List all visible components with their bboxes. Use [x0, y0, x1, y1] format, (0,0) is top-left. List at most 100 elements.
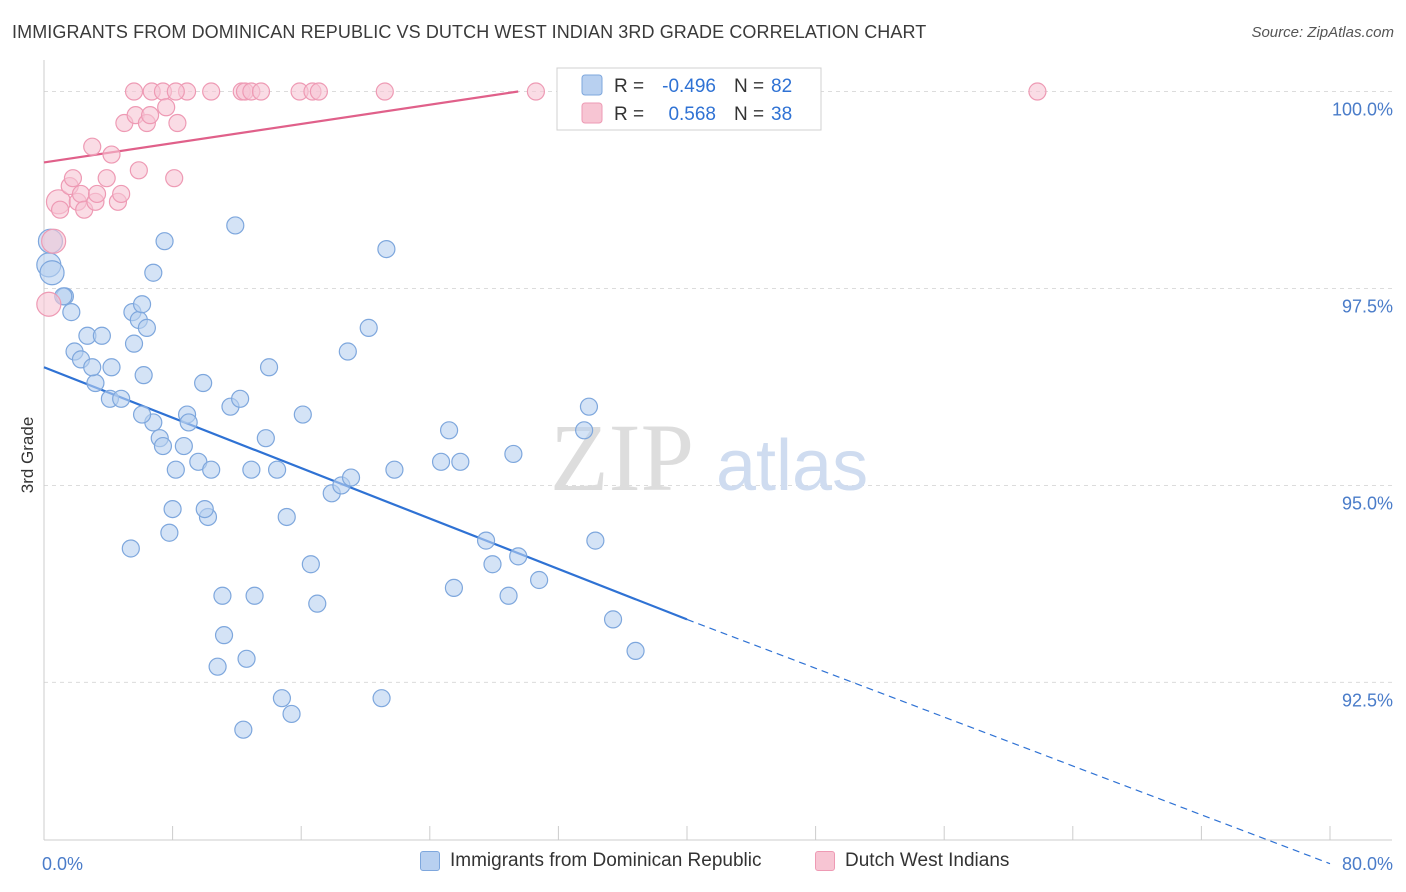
- series-swatch-pink: [815, 851, 835, 871]
- watermark-zip: ZIP: [550, 404, 694, 511]
- point-pink-37: [375, 82, 394, 101]
- point-pink-12: [97, 169, 116, 188]
- point-blue-50: [267, 460, 287, 479]
- point-blue-65: [385, 460, 404, 479]
- point-pink-18: [129, 161, 148, 180]
- trend-line-dashed-0: [686, 618, 1331, 865]
- point-blue-72: [504, 444, 523, 464]
- point-blue-21: [144, 263, 163, 282]
- point-blue-70: [476, 531, 496, 550]
- point-pink-29: [202, 82, 221, 101]
- source-label: Source: ZipAtlas.com: [1251, 24, 1394, 41]
- series-legend: Immigrants from Dominican Republic Dutch…: [0, 850, 1406, 880]
- point-blue-39: [213, 586, 232, 605]
- point-blue-49: [259, 358, 279, 377]
- point-blue-32: [194, 373, 213, 393]
- point-blue-53: [282, 704, 301, 724]
- point-blue-47: [245, 586, 264, 605]
- series-legend-label-pink: Dutch West Indians: [845, 850, 1010, 871]
- point-blue-46: [242, 460, 261, 479]
- point-pink-24: [157, 98, 176, 117]
- legend-r-value-2: 0.568: [668, 104, 716, 125]
- point-blue-51: [272, 689, 292, 708]
- point-blue-1: [39, 260, 65, 286]
- point-blue-48: [256, 429, 275, 448]
- point-blue-24: [132, 405, 152, 424]
- trend-line-0: [43, 366, 688, 621]
- point-blue-43: [231, 389, 250, 408]
- point-blue-76: [575, 421, 594, 440]
- watermark-atlas: atlas: [716, 426, 868, 506]
- point-pink-13: [102, 145, 121, 164]
- point-blue-56: [301, 555, 320, 574]
- point-blue-30: [179, 413, 198, 432]
- point-blue-63: [372, 689, 391, 708]
- point-blue-38: [121, 539, 140, 558]
- point-pink-28: [166, 82, 185, 101]
- x-tick-label-0: 0.0%: [42, 854, 83, 874]
- point-blue-20: [134, 366, 153, 385]
- point-pink-39: [1028, 82, 1047, 101]
- x-tick-label-1: 80.0%: [1342, 854, 1393, 874]
- point-blue-75: [530, 570, 549, 590]
- legend-r-value-1: -0.496: [662, 76, 716, 97]
- point-pink-38: [526, 82, 545, 101]
- point-blue-55: [293, 405, 312, 424]
- trend-layer: [43, 90, 1331, 865]
- points-layer: [36, 82, 1047, 739]
- legend-n-label-2: N =: [734, 104, 764, 125]
- point-blue-35: [160, 523, 179, 542]
- point-pink-21: [124, 82, 144, 101]
- legend-n-value-2: 38: [771, 104, 792, 125]
- point-blue-14: [112, 389, 131, 408]
- series-legend-item-pink: Dutch West Indians: [815, 850, 1009, 872]
- point-blue-45: [237, 649, 256, 668]
- point-blue-79: [603, 610, 623, 629]
- point-blue-41: [208, 657, 227, 676]
- point-blue-62: [359, 318, 378, 337]
- point-blue-19: [137, 318, 156, 337]
- series-legend-label-blue: Immigrants from Dominican Republic: [450, 850, 762, 871]
- point-blue-44: [226, 216, 245, 235]
- point-pink-36: [309, 82, 328, 101]
- point-blue-60: [338, 342, 357, 361]
- point-blue-37: [195, 499, 214, 519]
- legend-box: R = -0.496 N = 82 R = 0.568 N = 38: [556, 67, 822, 131]
- point-blue-78: [586, 531, 605, 550]
- point-blue-33: [202, 460, 221, 479]
- point-blue-54: [234, 720, 253, 739]
- legend-swatch-blue: [581, 74, 603, 96]
- point-pink-5: [63, 169, 83, 188]
- legend-r-label-1: R =: [614, 76, 644, 97]
- point-blue-74: [499, 586, 518, 605]
- point-blue-22: [155, 232, 174, 251]
- point-blue-67: [439, 421, 459, 440]
- trend-line-1: [43, 90, 519, 164]
- point-blue-12: [102, 358, 121, 377]
- point-pink-3: [50, 200, 70, 219]
- series-swatch-blue: [420, 851, 440, 871]
- point-blue-73: [509, 547, 528, 566]
- y-axis-title: 3rd Grade: [18, 417, 37, 494]
- y-tick-label-0: 100.0%: [1332, 100, 1393, 120]
- point-pink-25: [165, 169, 184, 188]
- point-pink-0: [36, 291, 62, 317]
- point-pink-15: [112, 184, 131, 204]
- point-blue-9: [92, 326, 111, 345]
- point-blue-71: [483, 555, 502, 574]
- point-pink-1: [41, 228, 67, 254]
- point-blue-5: [62, 303, 81, 322]
- watermark: ZIP atlas: [550, 404, 868, 511]
- legend-n-label-1: N =: [734, 76, 764, 97]
- point-blue-69: [444, 578, 464, 597]
- point-blue-64: [377, 239, 396, 259]
- series-legend-item-blue: Immigrants from Dominican Republic: [420, 850, 762, 872]
- legend-swatch-pink: [581, 102, 603, 124]
- point-blue-28: [174, 436, 193, 456]
- point-blue-34: [163, 499, 182, 519]
- chart-title: IMMIGRANTS FROM DOMINICAN REPUBLIC VS DU…: [12, 22, 927, 42]
- point-blue-27: [166, 460, 185, 479]
- point-blue-52: [277, 507, 296, 527]
- point-blue-18: [132, 295, 152, 314]
